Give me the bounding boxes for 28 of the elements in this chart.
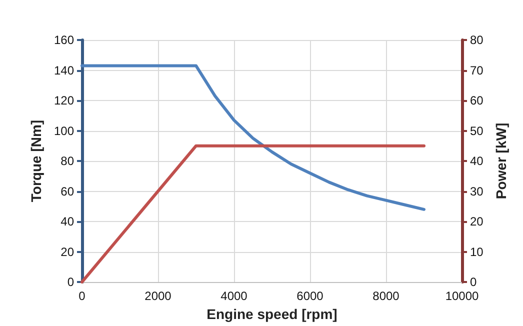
x-tick-label: 6000 [296, 289, 324, 303]
y-tick-label: 160 [54, 33, 74, 47]
y2-tick-label: 40 [470, 154, 484, 168]
y-tick-label: 120 [54, 94, 74, 108]
x-axis-title: Engine speed [rpm] [206, 306, 338, 322]
y-tick-label: 20 [60, 244, 74, 259]
y-tick-label: 0 [67, 275, 74, 289]
y2-tick-label: 30 [470, 184, 484, 198]
y-tick-label: 40 [60, 214, 74, 228]
x-tick-label: 0 [78, 289, 86, 303]
y2-axis-title: Power [kW] [493, 122, 510, 200]
line-series [80, 64, 426, 211]
y2-tick-label: 60 [470, 94, 484, 108]
y2-tick-label: 50 [470, 124, 484, 138]
y-tick-label: 60 [60, 184, 74, 198]
y2-tick-label: 0 [470, 275, 477, 289]
y2-tick-label: 20 [470, 214, 484, 228]
x-tick-label: 2000 [144, 289, 172, 303]
y-axis-title: Torque [Nm] [28, 120, 44, 202]
x-tick-label: 4000 [220, 289, 248, 303]
x-tick-label: 10000 [445, 289, 480, 303]
y-tick-label: 100 [54, 124, 74, 138]
x-tick-label: 8000 [372, 289, 400, 303]
y2-tick-label: 70 [470, 63, 484, 78]
y-tick-label: 80 [60, 154, 74, 168]
y2-tick-label: 10 [470, 244, 484, 259]
y-tick-label: 140 [54, 63, 74, 78]
y2-tick-label: 80 [470, 33, 484, 47]
